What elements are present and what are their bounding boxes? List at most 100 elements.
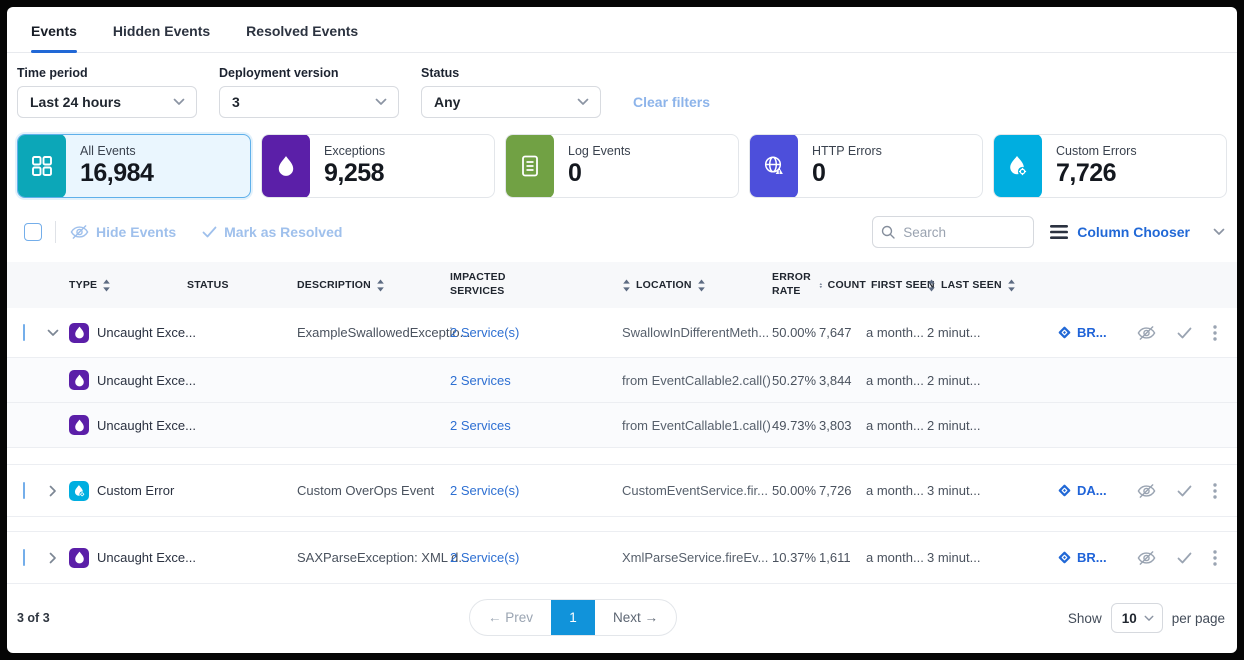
impacted-services-link[interactable]: 2 Services xyxy=(450,417,511,433)
uncaught-exception-icon xyxy=(69,370,89,390)
card-value: 7,726 xyxy=(1056,159,1117,187)
kebab-menu-icon[interactable] xyxy=(1213,482,1217,499)
row-range: 3 of 3 xyxy=(17,611,50,625)
header-location[interactable]: LOCATION xyxy=(622,279,772,292)
select-all-checkbox[interactable] xyxy=(24,223,42,241)
impacted-services-link[interactable]: 2 Services xyxy=(450,372,511,388)
flame-icon xyxy=(262,135,310,197)
header-description[interactable]: DESCRIPTION xyxy=(297,279,450,292)
sort-icon[interactable] xyxy=(927,279,936,292)
impacted-services-link[interactable]: 2 Service(s) xyxy=(450,483,520,498)
resolve-event-icon[interactable] xyxy=(1177,552,1192,564)
chevron-down-icon xyxy=(1144,615,1154,621)
chevron-down-icon xyxy=(1213,228,1225,235)
time-period-select[interactable]: Last 24 hours xyxy=(17,86,197,118)
collapse-toggle[interactable] xyxy=(47,329,69,337)
row-checkbox[interactable] xyxy=(23,549,25,566)
event-first-seen: a month... xyxy=(866,550,924,565)
jira-icon xyxy=(1058,484,1071,497)
card-label: HTTP Errors xyxy=(812,144,882,158)
kebab-menu-icon[interactable] xyxy=(1213,324,1217,341)
sort-icon[interactable] xyxy=(376,279,385,292)
card-exceptions[interactable]: Exceptions 9,258 xyxy=(261,134,495,198)
event-last-seen: 2 minut... xyxy=(927,417,981,433)
page-1-button[interactable]: 1 xyxy=(551,600,596,635)
row-checkbox[interactable] xyxy=(23,482,25,499)
sort-icon[interactable] xyxy=(622,279,631,292)
filter-bar: Time period Last 24 hours Deployment ver… xyxy=(7,53,1237,118)
card-label: Exceptions xyxy=(324,144,386,158)
tab-resolved-events[interactable]: Resolved Events xyxy=(246,23,359,39)
event-row: Custom Error Custom OverOps Event 2 Serv… xyxy=(7,465,1237,517)
hide-event-icon[interactable] xyxy=(1137,483,1156,499)
hide-event-icon[interactable] xyxy=(1137,325,1156,341)
card-log-events[interactable]: Log Events 0 xyxy=(505,134,739,198)
hide-events-button[interactable]: Hide Events xyxy=(70,224,176,240)
hide-event-icon[interactable] xyxy=(1137,550,1156,566)
prev-page-button[interactable]: ← Prev xyxy=(488,610,534,625)
uncaught-exception-icon xyxy=(69,322,89,343)
event-type: Uncaught Exce... xyxy=(97,325,196,340)
jira-ticket-link[interactable]: BR... xyxy=(1057,325,1127,340)
tab-events[interactable]: Events xyxy=(31,23,77,53)
card-label: Log Events xyxy=(568,144,631,158)
jira-ticket-link[interactable]: DA... xyxy=(1057,483,1127,498)
pagination: ← Prev 1 Next → xyxy=(469,599,678,636)
event-type: Uncaught Exce... xyxy=(97,372,196,388)
card-custom-errors[interactable]: Custom Errors 7,726 xyxy=(993,134,1227,198)
deployment-version-select[interactable]: 3 xyxy=(219,86,399,118)
page-size-select[interactable]: 10 xyxy=(1110,603,1163,633)
event-row: Uncaught Exce... ExampleSwallowedExcepti… xyxy=(7,308,1237,358)
kebab-menu-icon[interactable] xyxy=(1213,549,1217,566)
status-select[interactable]: Any xyxy=(421,86,601,118)
expand-toggle[interactable] xyxy=(47,552,69,563)
event-first-seen: a month... xyxy=(866,325,924,340)
event-first-seen: a month... xyxy=(866,483,924,498)
header-error-rate: ERROR RATE xyxy=(772,271,811,297)
search-input[interactable] xyxy=(872,216,1035,248)
column-chooser-button[interactable]: Column Chooser xyxy=(1050,224,1225,240)
card-http-errors[interactable]: HTTP Errors 0 xyxy=(749,134,983,198)
impacted-services-link[interactable]: 2 Service(s) xyxy=(450,550,520,565)
event-group: Uncaught Exce... ExampleSwallowedExcepti… xyxy=(7,308,1237,448)
row-checkbox[interactable] xyxy=(23,324,25,341)
mark-resolved-button[interactable]: Mark as Resolved xyxy=(202,224,342,240)
sort-icon[interactable] xyxy=(819,279,823,292)
event-error-rate: 50.00% xyxy=(772,483,817,498)
resolve-event-icon[interactable] xyxy=(1177,485,1192,497)
per-page-label: per page xyxy=(1171,610,1225,626)
header-count[interactable]: COUNT xyxy=(819,279,866,292)
impacted-services-link[interactable]: 2 Service(s) xyxy=(450,325,520,340)
sort-icon[interactable] xyxy=(102,279,111,292)
event-error-rate: 50.27% xyxy=(772,372,817,388)
status-filter: Status Any xyxy=(421,66,601,118)
event-description: Custom OverOps Event xyxy=(297,483,435,498)
sort-icon[interactable] xyxy=(697,279,706,292)
header-impacted-services: IMPACTED SERVICES xyxy=(450,271,506,297)
event-first-seen: a month... xyxy=(866,417,924,433)
next-page-button[interactable]: Next → xyxy=(613,610,659,625)
header-last-seen[interactable]: LAST SEEN xyxy=(927,279,1057,292)
event-count: 3,844 xyxy=(819,372,852,388)
time-period-label: Time period xyxy=(17,66,88,80)
event-location: XmlParseService.fireEv... xyxy=(622,550,769,565)
card-label: Custom Errors xyxy=(1056,144,1137,158)
toolbar-divider xyxy=(55,221,56,243)
document-icon xyxy=(506,135,554,197)
sort-icon[interactable] xyxy=(1007,279,1016,292)
tab-hidden-events[interactable]: Hidden Events xyxy=(112,23,211,39)
jira-ticket-link[interactable]: BR... xyxy=(1057,550,1127,565)
header-first-seen[interactable]: FIRST SEEN xyxy=(866,279,935,292)
events-dashboard: Events Hidden Events Resolved Events Tim… xyxy=(7,7,1237,653)
deployment-version-value: 3 xyxy=(232,94,240,110)
header-type[interactable]: TYPE xyxy=(69,279,187,292)
resolve-event-icon[interactable] xyxy=(1177,327,1192,339)
status-label: Status xyxy=(421,66,460,80)
event-count: 7,726 xyxy=(819,483,852,498)
jira-icon xyxy=(1058,326,1071,339)
card-all-events[interactable]: All Events 16,984 xyxy=(17,134,251,198)
clear-filters-button[interactable]: Clear filters xyxy=(633,94,711,110)
chevron-down-icon xyxy=(173,98,185,105)
expand-toggle[interactable] xyxy=(47,485,69,496)
event-type: Uncaught Exce... xyxy=(97,550,196,565)
